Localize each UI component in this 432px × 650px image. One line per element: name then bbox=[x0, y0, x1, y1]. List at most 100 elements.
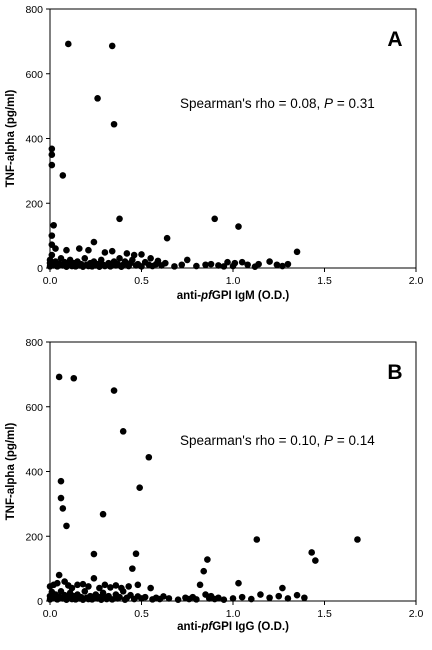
y-axis-title: TNF-alpha (pg/ml) bbox=[5, 422, 17, 520]
data-point bbox=[70, 374, 78, 382]
data-point bbox=[119, 587, 127, 595]
panel-letter: A bbox=[387, 28, 402, 51]
data-point bbox=[132, 550, 140, 558]
x-axis-title-part: GPI IgG (O.D.) bbox=[212, 621, 289, 633]
data-point bbox=[90, 550, 98, 558]
data-point bbox=[129, 565, 136, 572]
data-point bbox=[147, 254, 154, 262]
x-tick-label: 0.0 bbox=[43, 608, 58, 620]
y-tick-label: 600 bbox=[25, 402, 43, 414]
x-tick-label: 0.5 bbox=[134, 275, 149, 287]
data-point bbox=[178, 261, 186, 269]
data-point bbox=[235, 579, 242, 587]
data-point bbox=[174, 596, 182, 604]
data-point bbox=[141, 593, 149, 601]
data-point bbox=[301, 594, 308, 602]
correlation-annotation: Spearman's rho = 0.08, P = 0.31 bbox=[180, 96, 375, 111]
data-point bbox=[220, 596, 228, 604]
data-point bbox=[211, 215, 218, 223]
x-tick-label: 0.5 bbox=[134, 608, 149, 620]
y-tick-label: 400 bbox=[25, 467, 43, 479]
data-point bbox=[229, 595, 237, 602]
x-axis-title-part: GPI IgM (O.D.) bbox=[212, 290, 289, 302]
data-point bbox=[75, 245, 83, 252]
panel-letter: B bbox=[387, 361, 402, 384]
data-point bbox=[207, 260, 215, 268]
data-point bbox=[107, 263, 114, 270]
data-point bbox=[171, 263, 178, 270]
data-point bbox=[90, 238, 98, 246]
data-point bbox=[55, 373, 63, 381]
plot-frame bbox=[49, 341, 417, 602]
data-point bbox=[48, 151, 56, 158]
y-tick-label: 800 bbox=[25, 4, 43, 16]
data-point bbox=[200, 567, 208, 575]
data-point bbox=[54, 579, 61, 587]
x-tick-label: 1.0 bbox=[226, 608, 241, 620]
data-point bbox=[284, 260, 292, 268]
data-point bbox=[266, 258, 273, 265]
data-point bbox=[204, 556, 211, 563]
data-point bbox=[119, 428, 127, 435]
data-point bbox=[229, 262, 237, 270]
annotation-part: Spearman's rho = 0.10, bbox=[180, 433, 324, 448]
correlation-annotation: Spearman's rho = 0.10, P = 0.14 bbox=[180, 433, 375, 448]
data-point bbox=[63, 522, 70, 530]
data-point bbox=[96, 584, 103, 592]
data-point bbox=[183, 256, 191, 264]
data-point bbox=[48, 232, 56, 239]
data-point bbox=[273, 261, 281, 269]
annotation-part: = 0.14 bbox=[333, 433, 375, 448]
data-point bbox=[284, 595, 292, 602]
data-point bbox=[48, 161, 56, 169]
x-axis-title-part: pf bbox=[200, 621, 213, 633]
data-point bbox=[244, 261, 251, 269]
data-point bbox=[193, 596, 200, 603]
data-point bbox=[354, 536, 361, 543]
data-point bbox=[99, 510, 107, 518]
data-point bbox=[123, 250, 131, 257]
data-point bbox=[50, 221, 57, 229]
data-point bbox=[121, 258, 129, 265]
data-point bbox=[110, 120, 118, 128]
x-axis-title-part: anti- bbox=[177, 621, 201, 633]
data-point bbox=[59, 172, 67, 179]
data-point bbox=[293, 248, 301, 256]
data-point bbox=[163, 234, 171, 242]
x-tick-label: 1.5 bbox=[317, 608, 332, 620]
data-point bbox=[85, 246, 92, 254]
annotation-part: P bbox=[324, 433, 333, 448]
y-tick-label: 400 bbox=[25, 134, 43, 146]
data-point bbox=[85, 583, 92, 590]
data-point bbox=[165, 595, 173, 602]
data-point bbox=[107, 584, 114, 591]
panel-b: 0.0 0.5 1.0 1.5 2.0 0 200 400 600 800 anti-pfGPI I… bbox=[5, 337, 423, 633]
data-point bbox=[63, 246, 70, 254]
data-point bbox=[101, 581, 109, 589]
data-point bbox=[79, 580, 87, 588]
data-point bbox=[108, 247, 116, 255]
x-tick-label: 1.0 bbox=[226, 275, 241, 287]
panel-a: 0.0 0.5 1.0 1.5 2.0 0 200 400 600 800 anti-pfGPI I… bbox=[5, 4, 423, 302]
data-point bbox=[275, 592, 283, 600]
data-point bbox=[134, 581, 142, 589]
data-point bbox=[112, 582, 120, 589]
y-tick-label: 200 bbox=[25, 198, 43, 210]
data-point bbox=[308, 549, 315, 556]
data-point bbox=[94, 95, 101, 102]
y-tick-label: 0 bbox=[37, 263, 43, 275]
data-point bbox=[312, 557, 319, 564]
data-point bbox=[108, 596, 116, 603]
data-point bbox=[116, 215, 123, 223]
data-point bbox=[215, 594, 222, 602]
data-point bbox=[145, 453, 153, 461]
x-tick-label: 2.0 bbox=[409, 608, 424, 620]
data-point bbox=[81, 587, 89, 595]
data-point bbox=[161, 259, 169, 267]
data-point bbox=[125, 583, 132, 590]
data-point bbox=[160, 593, 167, 600]
y-axis-title: TNF-alpha (pg/ml) bbox=[5, 89, 17, 187]
data-point bbox=[65, 40, 72, 48]
data-point bbox=[48, 145, 56, 153]
data-point bbox=[90, 575, 98, 582]
